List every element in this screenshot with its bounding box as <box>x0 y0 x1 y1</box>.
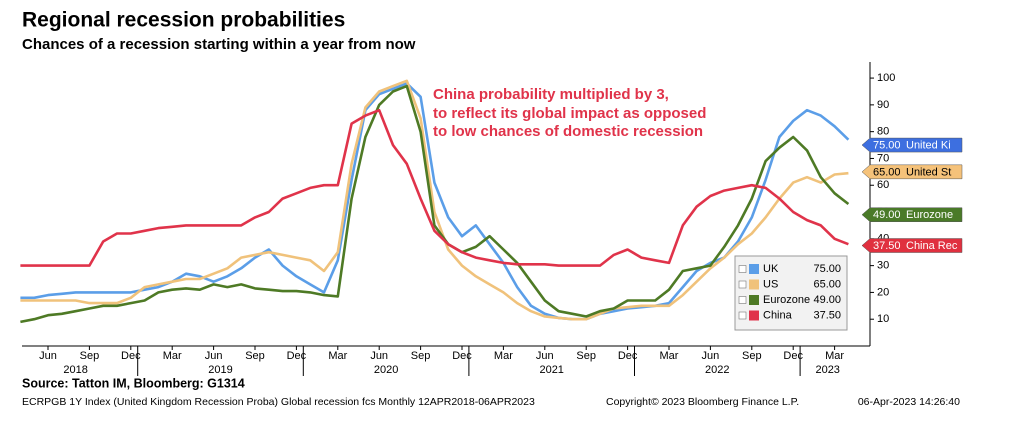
x-tick-label: Dec <box>121 350 141 362</box>
y-tick-label: 80 <box>877 126 889 138</box>
chart-title: Regional recession probabilities <box>22 9 345 32</box>
legend-toggle <box>738 311 747 320</box>
value-tag-number: 49.00 <box>873 209 901 221</box>
x-tick-label: Mar <box>328 350 347 362</box>
x-tick-label: Jun <box>536 350 554 362</box>
chart-subtitle: Chances of a recession starting within a… <box>22 36 416 53</box>
value-tag-number: 65.00 <box>873 166 901 178</box>
x-tick-label: Sep <box>411 350 431 362</box>
x-tick-label: Jun <box>702 350 720 362</box>
annotation: China probability multiplied by 3, <box>433 86 669 103</box>
legend-label: Eurozone <box>763 294 810 306</box>
x-tick-label: Sep <box>576 350 596 362</box>
x-tick-label: Jun <box>370 350 388 362</box>
year-label: 2022 <box>705 364 729 376</box>
x-tick-label: Jun <box>39 350 57 362</box>
legend-label: China <box>763 309 793 321</box>
y-tick-label: 10 <box>877 313 889 325</box>
year-label: 2021 <box>539 364 563 376</box>
annotation: to low chances of domestic recession <box>433 123 703 140</box>
value-tag <box>861 207 963 222</box>
value-tag-number: 75.00 <box>873 139 901 151</box>
y-tick-label: 90 <box>877 99 889 111</box>
value-tag-name: United Ki <box>906 139 951 151</box>
value-tag-name: China Rec <box>906 240 958 252</box>
year-label: 2023 <box>815 364 839 376</box>
x-tick-label: Sep <box>742 350 762 362</box>
series-line <box>20 82 850 321</box>
legend-label: US <box>763 278 778 290</box>
x-tick-label: Dec <box>618 350 638 362</box>
legend-swatch <box>749 279 759 290</box>
x-tick-label: Sep <box>245 350 265 362</box>
x-tick-label: Mar <box>825 350 844 362</box>
x-tick-label: Mar <box>163 350 182 362</box>
legend-value: 65.00 <box>813 278 841 290</box>
legend-value: 75.00 <box>813 263 841 275</box>
annotation: to reflect its global impact as opposed <box>433 105 706 122</box>
legend-swatch <box>749 295 759 305</box>
x-tick-label: Mar <box>494 350 513 362</box>
value-tag-name: United St <box>906 166 951 178</box>
y-tick-label: 100 <box>877 72 895 84</box>
footer: ECRPGB 1Y Index (United Kingdom Recessio… <box>22 396 535 408</box>
year-label: 2019 <box>208 364 232 376</box>
x-tick-label: Dec <box>452 350 472 362</box>
value-tag <box>861 238 963 253</box>
value-tag-name: Eurozone <box>906 209 953 221</box>
x-tick-label: Mar <box>660 350 679 362</box>
value-tag-number: 37.50 <box>873 240 901 252</box>
series-line <box>20 84 850 324</box>
y-tick-label: 30 <box>877 260 889 272</box>
x-tick-label: Dec <box>783 350 803 362</box>
footer: 06-Apr-2023 14:26:40 <box>858 396 960 408</box>
y-tick-label: 60 <box>877 179 889 191</box>
y-tick-label: 70 <box>877 152 889 164</box>
legend-toggle <box>738 280 747 289</box>
year-label: 2020 <box>374 364 398 376</box>
value-tag <box>861 137 963 153</box>
value-tag <box>861 164 963 180</box>
legend-toggle <box>738 296 747 304</box>
legend-toggle <box>738 265 747 273</box>
legend-value: 49.00 <box>813 294 841 306</box>
series-line <box>20 79 849 321</box>
legend-value: 37.50 <box>813 309 841 321</box>
source: Source: Tatton IM, Bloomberg: G1314 <box>22 376 245 390</box>
legend-swatch <box>749 264 759 274</box>
year-label: 2018 <box>63 364 87 376</box>
footer: Copyright© 2023 Bloomberg Finance L.P. <box>606 396 799 408</box>
series-line <box>20 108 849 267</box>
y-tick-label: 20 <box>877 286 889 298</box>
x-tick-label: Dec <box>287 350 307 362</box>
x-tick-label: Sep <box>80 350 100 362</box>
legend-swatch <box>749 310 759 321</box>
x-tick-label: Jun <box>205 350 223 362</box>
legend-label: UK <box>763 263 779 275</box>
